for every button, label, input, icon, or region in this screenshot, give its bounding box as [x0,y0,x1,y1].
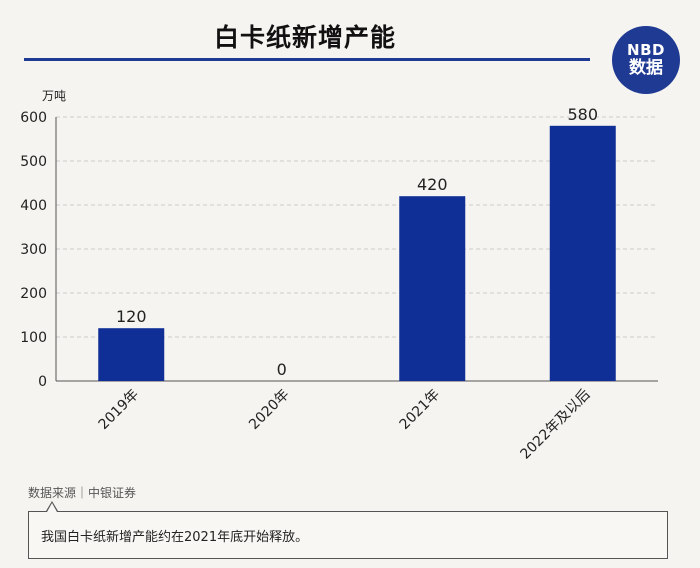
x-tick-label: 2020年 [246,387,292,433]
y-tick-label: 0 [38,374,47,390]
data-label: 580 [567,105,598,124]
x-tick-label: 2019年 [96,387,142,433]
data-label: 120 [116,307,147,326]
y-tick-label: 300 [20,242,47,258]
y-tick-label: 600 [20,110,47,126]
source-text: 数据来源｜中银证券 [28,486,137,500]
title-rule [24,58,590,61]
logo-top-text: NBD [627,41,665,59]
y-tick-label: 500 [20,154,47,170]
bar-chart: 万吨 0 100 200 300 400 500 600 120 2019年 0 2020年 420 20… [20,89,658,463]
x-tick-label: 2021年 [397,387,443,433]
note-text: 我国白卡纸新增产能约在2021年底开始释放。 [41,530,309,545]
x-tick-label: 2022年及以后 [517,387,593,463]
y-tick-label: 200 [20,286,47,302]
y-axis-unit: 万吨 [42,89,66,103]
note-pointer-inner [47,503,57,512]
y-tick-label: 400 [20,198,47,214]
nbd-logo: NBD 数据 [612,26,680,94]
logo-bottom-text: 数据 [629,58,663,78]
bar [98,328,165,381]
data-label: 0 [277,360,287,379]
bar [399,196,466,381]
y-tick-label: 100 [20,330,47,346]
chart-area: 万吨 0 100 200 300 400 500 600 120 2019年 0 2020年 420 20… [0,80,700,480]
chart-title: 白卡纸新增产能 [213,23,396,52]
data-label: 420 [417,175,448,194]
note-box: 我国白卡纸新增产能约在2021年底开始释放。 [28,511,668,559]
bar [549,125,616,381]
